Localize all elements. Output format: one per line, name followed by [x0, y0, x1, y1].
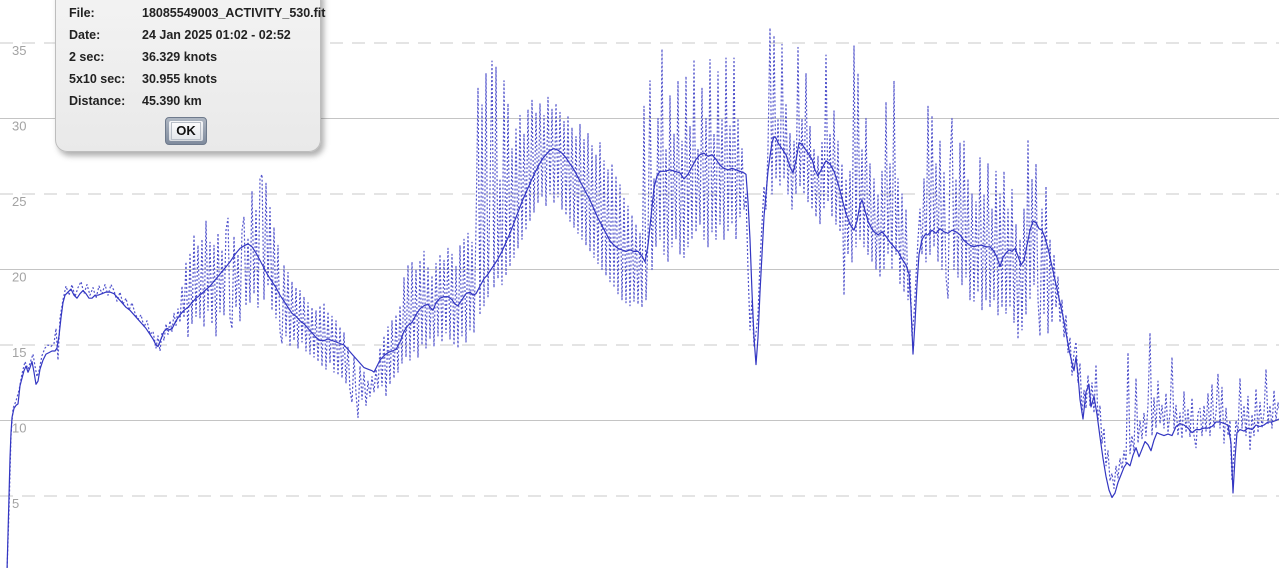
distance-label: Distance:: [69, 94, 126, 108]
ok-button-face: OK: [169, 121, 203, 141]
dialog-row-distance: Distance: 45.390 km: [56, 90, 320, 112]
file-value: 18085549003_ACTIVITY_530.fit: [142, 6, 326, 20]
file-label: File:: [69, 6, 95, 20]
y-axis-tick-label-10: 10: [12, 421, 26, 436]
y-axis-tick-label-20: 20: [12, 270, 26, 285]
dialog-row-file: File: 18085549003_ACTIVITY_530.fit: [56, 2, 325, 24]
dialog-row-2sec: 2 sec: 36.329 knots: [56, 46, 320, 68]
2sec-label: 2 sec:: [69, 50, 105, 64]
ok-button-label: OK: [171, 122, 201, 140]
2sec-value: 36.329 knots: [142, 50, 218, 64]
ok-button[interactable]: OK: [165, 117, 207, 145]
date-label: Date:: [69, 28, 101, 42]
dialog-row-5x10sec: 5x10 sec: 30.955 knots: [56, 68, 320, 90]
5x10sec-label: 5x10 sec:: [69, 72, 126, 86]
y-axis-tick-label-30: 30: [12, 119, 26, 134]
dialog-row-date: Date: 24 Jan 2025 01:02 - 02:52: [56, 24, 320, 46]
y-axis-tick-label-15: 15: [12, 345, 26, 360]
y-axis-tick-label-25: 25: [12, 194, 26, 209]
y-axis-tick-label-35: 35: [12, 43, 26, 58]
distance-value: 45.390 km: [142, 94, 202, 108]
date-value: 24 Jan 2025 01:02 - 02:52: [142, 28, 291, 42]
smoothed-speed-line: [6, 136, 1279, 568]
activity-summary-dialog: File: 18085549003_ACTIVITY_530.fit Date:…: [55, 0, 325, 152]
y-axis-tick-label-5: 5: [12, 496, 19, 511]
5x10sec-value: 30.955 knots: [142, 72, 218, 86]
